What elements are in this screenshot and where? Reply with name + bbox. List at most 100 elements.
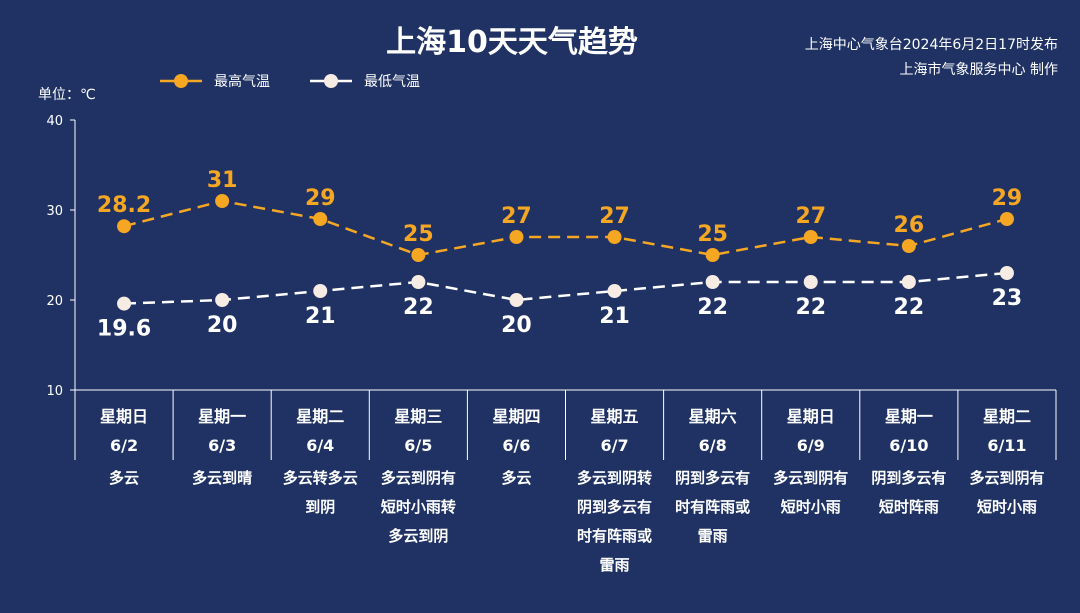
data-label: 21 <box>305 304 336 329</box>
date-label: 6/6 <box>502 436 530 455</box>
data-point <box>313 212 328 226</box>
day-label: 星期五 <box>591 407 639 426</box>
data-label: 22 <box>894 295 925 320</box>
date-label: 6/10 <box>889 436 928 455</box>
data-point <box>999 212 1014 226</box>
weather-label: 多云到阴转 <box>577 469 652 487</box>
data-point <box>705 275 720 289</box>
data-label: 20 <box>501 313 532 338</box>
data-label: 29 <box>992 186 1023 211</box>
legend-high-marker <box>174 74 188 88</box>
data-point <box>411 275 426 289</box>
data-label: 26 <box>894 213 925 238</box>
data-point <box>313 284 328 298</box>
day-label: 星期一 <box>198 407 246 426</box>
weather-label: 多云 <box>109 469 139 487</box>
day-label: 星期三 <box>394 407 442 426</box>
y-tick-label: 30 <box>46 204 63 219</box>
data-label: 28.2 <box>97 193 151 218</box>
legend-item-low: 最低气温 <box>310 74 420 90</box>
weather-label: 短时小雨 <box>977 498 1037 516</box>
data-label: 27 <box>599 204 630 229</box>
weather-label: 时有阵雨或 <box>675 498 750 516</box>
data-point <box>607 284 622 298</box>
series-line <box>123 199 1008 257</box>
y-tick-label: 10 <box>46 384 63 399</box>
weather-label: 阴到多云有 <box>577 498 652 516</box>
date-label: 6/4 <box>306 436 334 455</box>
data-label: 27 <box>501 204 532 229</box>
series-line <box>123 271 1008 305</box>
data-point <box>803 230 818 244</box>
weather-label: 阴到多云有 <box>871 469 946 487</box>
data-label: 21 <box>599 304 630 329</box>
data-point <box>509 230 524 244</box>
series-layer: 28.2 31 29 25 27 27 25 27 26 29 19.6 20 21 22 20 21 22 22… <box>97 168 1022 342</box>
unit-label: 单位：℃ <box>38 87 96 103</box>
weather-label: 时有阵雨或 <box>577 527 652 545</box>
y-tick-label: 40 <box>46 114 63 129</box>
data-label: 22 <box>795 295 826 320</box>
data-point <box>509 293 524 307</box>
date-label: 6/11 <box>987 436 1026 455</box>
data-label: 31 <box>207 168 238 193</box>
date-label: 6/3 <box>208 436 236 455</box>
data-label: 29 <box>305 186 336 211</box>
data-label: 27 <box>795 204 826 229</box>
data-point <box>999 266 1014 280</box>
weather-label: 短时小雨 <box>781 498 841 516</box>
data-point <box>117 296 132 311</box>
data-label: 23 <box>992 286 1023 311</box>
data-point <box>705 248 720 262</box>
day-label: 星期日 <box>100 407 148 426</box>
source-line-1: 上海中心气象台2024年6月2日17时发布 <box>805 37 1058 53</box>
data-label: 22 <box>403 295 434 320</box>
day-label: 星期二 <box>296 407 344 426</box>
weather-label: 短时小雨转 <box>381 498 456 516</box>
date-label: 6/7 <box>600 436 628 455</box>
data-point <box>901 275 916 289</box>
weather-label: 短时阵雨 <box>879 498 939 516</box>
weather-label: 雷雨 <box>698 527 728 545</box>
data-label: 20 <box>207 313 238 338</box>
data-point <box>411 248 426 262</box>
y-tick-label: 20 <box>46 294 63 309</box>
series-low-temp: 19.6 20 21 22 20 21 22 22 22 23 <box>97 266 1022 342</box>
series-high-temp: 28.2 31 29 25 27 27 25 27 26 29 <box>97 168 1022 262</box>
date-label: 6/9 <box>797 436 825 455</box>
date-label: 6/5 <box>404 436 432 455</box>
axis-layer: 10 20 30 40 <box>46 114 1056 399</box>
weather-label: 到阴 <box>305 498 335 516</box>
day-label: 星期二 <box>983 407 1031 426</box>
weather-label: 多云到晴 <box>192 469 252 487</box>
data-point <box>117 219 132 234</box>
weather-label: 多云到阴有 <box>969 469 1044 487</box>
date-label: 6/8 <box>699 436 727 455</box>
day-column: 星期一 6/3 多云到晴 <box>192 407 252 487</box>
weather-label: 多云转多云 <box>283 469 358 487</box>
data-label: 22 <box>697 295 728 320</box>
day-label: 星期六 <box>689 407 737 426</box>
weather-label: 雷雨 <box>600 556 630 574</box>
weather-label: 阴到多云有 <box>675 469 750 487</box>
data-point <box>901 239 916 253</box>
legend-low-marker <box>324 74 338 88</box>
weather-label: 多云到阴有 <box>381 469 456 487</box>
date-label: 6/2 <box>110 436 138 455</box>
day-label: 星期日 <box>787 407 835 426</box>
data-label: 25 <box>697 222 728 247</box>
weather-label: 多云到阴 <box>388 527 448 545</box>
legend: 最高气温 最低气温 <box>160 73 420 90</box>
data-point <box>215 194 230 208</box>
data-label: 19.6 <box>97 317 151 342</box>
weather-label: 多云 <box>501 469 531 487</box>
